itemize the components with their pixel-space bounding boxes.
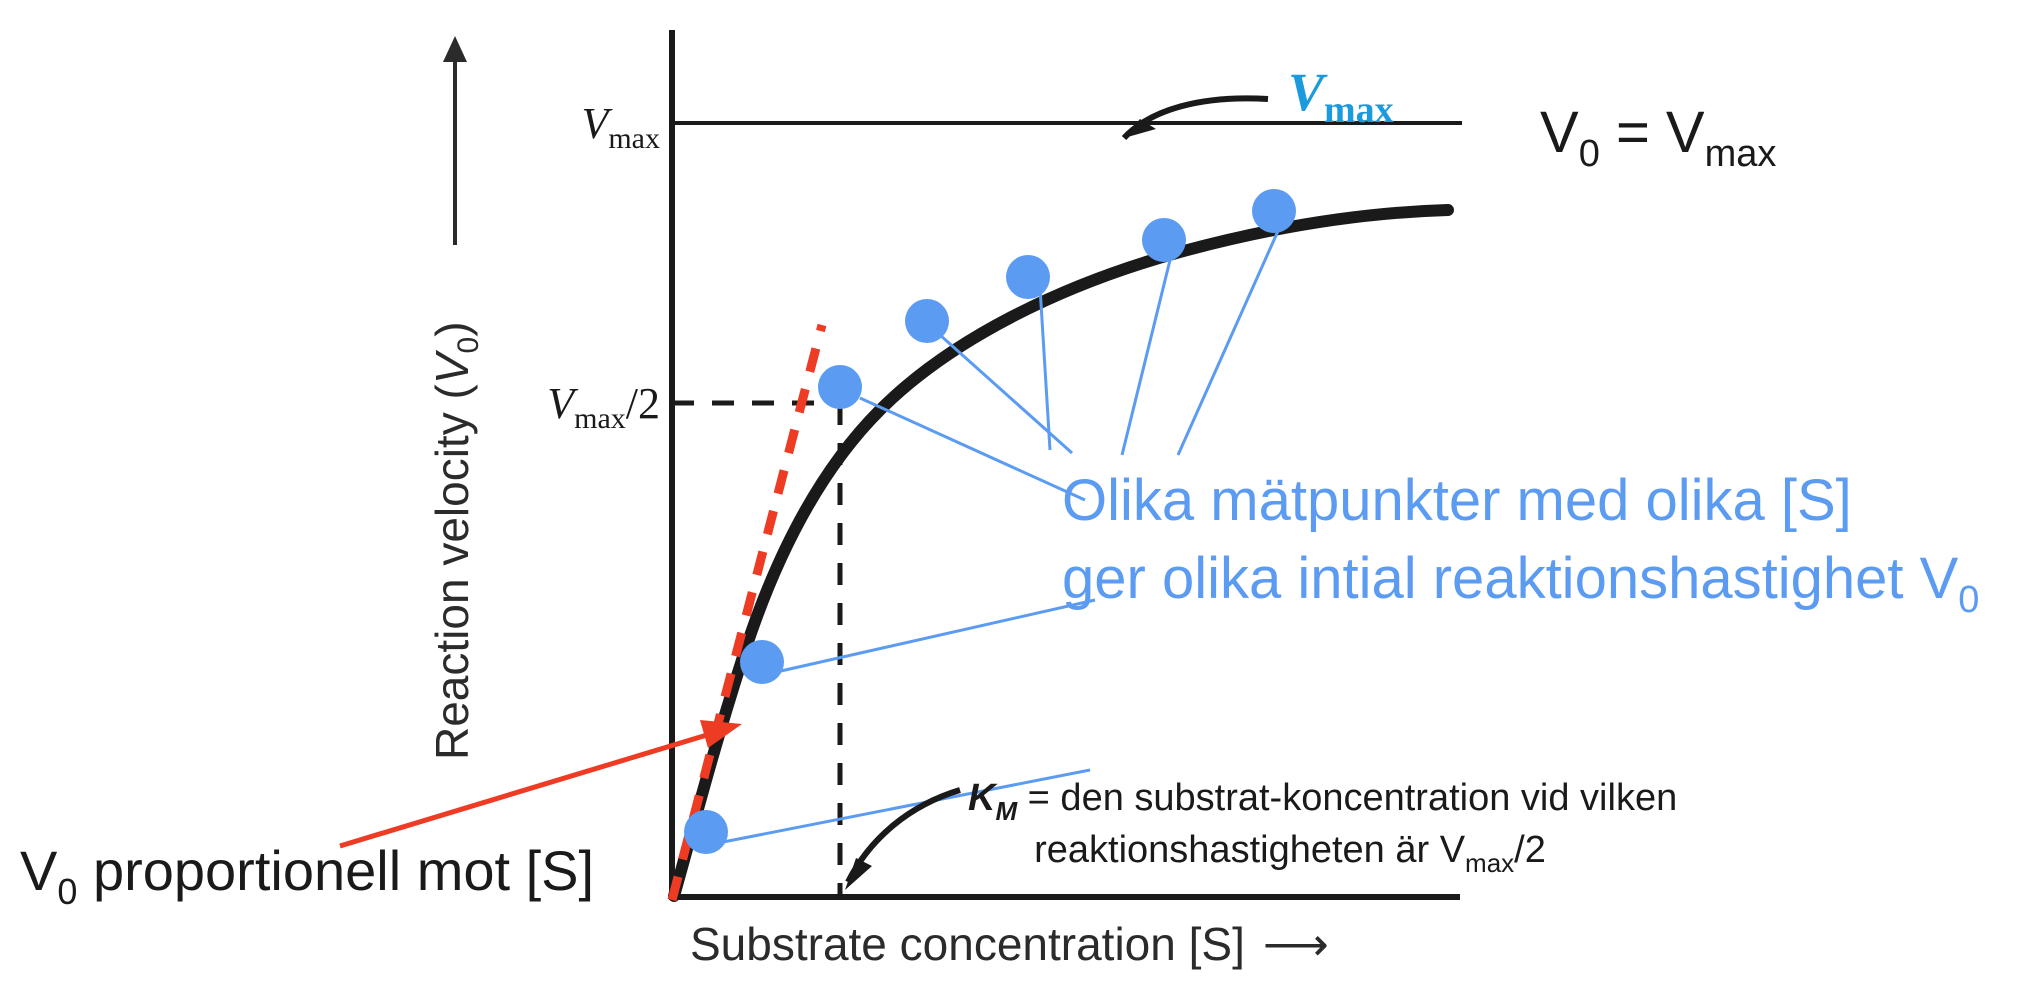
proportional-note-arrow xyxy=(339,720,742,849)
leader-line-point-6 xyxy=(1120,251,1174,456)
data-point-3[interactable] xyxy=(818,365,862,409)
y-axis-arrow xyxy=(443,36,467,245)
initial-slope-tangent xyxy=(667,323,827,902)
data-point-5[interactable] xyxy=(1006,255,1050,299)
bottom-left-note: V0 proportionell mot [S] xyxy=(20,839,594,912)
km-note-line-1: KM = den substrat-koncentration vid vilk… xyxy=(968,777,1677,826)
blue-note-line-2: ger olika intial reaktionshastighet V0 xyxy=(1062,546,1979,621)
leader-line-point-3 xyxy=(859,396,1086,502)
plot-axes xyxy=(669,30,1460,900)
leader-line-point-5 xyxy=(1038,286,1052,451)
data-point-2[interactable] xyxy=(740,640,784,684)
leader-lines-group xyxy=(717,221,1284,845)
leader-line-point-7 xyxy=(1176,221,1284,456)
data-points-group xyxy=(684,189,1296,854)
y-axis-title: Reaction velocity (V0) xyxy=(426,321,485,760)
km-note-line-2: reaktionshastigheten är Vmax/2 xyxy=(1034,829,1546,878)
km-callout-arrow xyxy=(845,787,961,890)
data-point-7[interactable] xyxy=(1252,189,1296,233)
leader-line-point-4 xyxy=(939,333,1073,455)
tick-label-vmax: Vmax xyxy=(581,99,660,155)
x-axis-title: Substrate concentration [S] ⟶ xyxy=(690,918,1329,970)
blue-note-line-1: Olika mätpunkter med olika [S] xyxy=(1062,468,1852,533)
data-point-1[interactable] xyxy=(684,810,728,854)
tick-label-vmax-half: Vmax/2 xyxy=(547,379,660,435)
vmax-callout-label: Vmax xyxy=(1288,62,1394,131)
leader-line-point-1 xyxy=(717,768,1091,845)
data-point-4[interactable] xyxy=(905,299,949,343)
vmax-callout-arrow xyxy=(1121,95,1269,141)
v0-equals-vmax-equation: V0 = Vmax xyxy=(1540,100,1776,175)
data-point-6[interactable] xyxy=(1142,218,1186,262)
leader-line-point-2 xyxy=(771,598,1096,675)
